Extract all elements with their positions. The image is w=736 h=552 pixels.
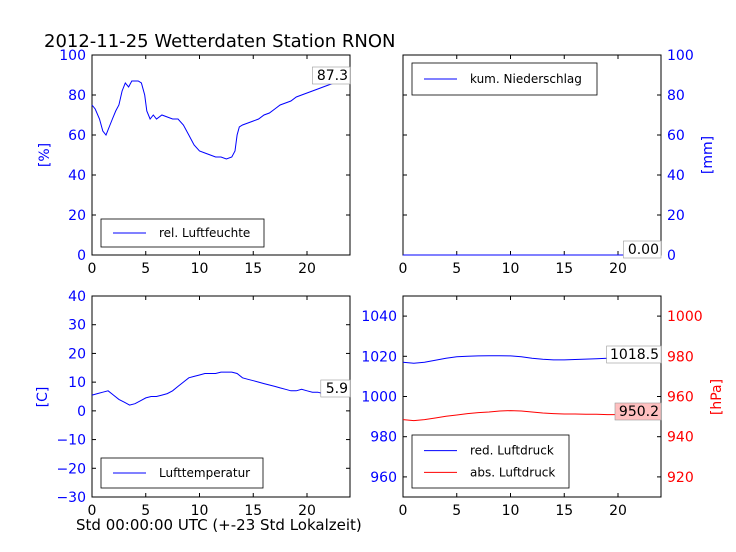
legend-label: rel. Luftfeuchte [159,226,250,240]
y-tick-label: 20 [68,208,86,224]
plot-frame-1 [91,54,351,256]
y-tick-label: 960 [667,390,694,406]
temperature-last-value-box [320,379,351,398]
y-tick-label: 100 [667,48,694,64]
y-tick-label: 20 [667,208,685,224]
temperature-line [91,371,351,406]
x-tick-label: 20 [609,261,627,277]
precipitation-last-value-box [623,240,662,259]
figure-title: 2012-11-25 Wetterdaten Station RNON [44,31,396,52]
x-tick-label: 15 [244,261,262,277]
y-tick-label: 1000 [361,390,397,406]
x-tick-label: 5 [141,503,150,519]
y-tick-label: 980 [370,430,397,446]
y-tick-label: 0 [667,248,676,264]
legend-label: abs. Luftdruck [470,465,555,479]
absolute-pressure-last-value: 950.2 [619,404,659,420]
y-tick-label: 940 [667,430,694,446]
temperature-last-value: 5.9 [326,381,348,397]
legend-label: red. Luftdruck [470,444,554,458]
y-tick-label: 60 [68,128,86,144]
reduced-pressure-last-value: 1018.5 [610,347,659,363]
y-tick-label: 40 [68,168,86,184]
y-tick-label: 0 [77,248,86,264]
x-tick-label: 10 [502,261,520,277]
x-tick-label: 15 [244,503,262,519]
y-tick-label: 1000 [667,309,703,325]
x-tick-label: 20 [298,261,316,277]
y-tick-label: 920 [667,470,694,486]
x-tick-label: 0 [88,503,97,519]
legend-label: kum. Niederschlag [470,72,582,86]
x-tick-label: 5 [452,261,461,277]
temperature-ylabel: [C] [35,387,51,408]
absolute-pressure-last-value-box [614,402,662,421]
x-tick-label: 10 [502,503,520,519]
x-tick-label: 5 [452,503,461,519]
y-tick-label: 0 [77,404,86,420]
x-tick-label: 10 [191,261,209,277]
y-tick-label: 20 [68,346,86,362]
y-tick-label: 40 [68,289,86,305]
y-tick-label: −20 [56,461,86,477]
precipitation-last-value: 0.00 [628,242,659,258]
x-tick-label: 10 [191,503,209,519]
x-tick-label: 15 [555,261,573,277]
y-tick-label: 1040 [361,309,397,325]
y-tick-label: 100 [59,48,86,64]
y-tick-label: 980 [667,349,694,365]
x-tick-label: 15 [555,503,573,519]
y-tick-label: −10 [56,433,86,449]
reduced-pressure-last-value-box [606,345,662,364]
x-tick-label: 0 [88,261,97,277]
x-tick-label: 20 [609,503,627,519]
x-tick-label: 0 [399,503,408,519]
pressure-legend [411,434,570,489]
precipitation-ylabel: [mm] [700,136,716,174]
x-tick-label: 5 [141,261,150,277]
y-tick-label: 1020 [361,349,397,365]
x-tick-label: 20 [298,503,316,519]
y-tick-label: 960 [370,470,397,486]
x-tick-label: 0 [399,261,408,277]
y-tick-label: −30 [56,490,86,506]
y-tick-label: 80 [667,88,685,104]
x-axis-caption: Std 00:00:00 UTC (+-23 Std Lokalzeit) [76,516,362,534]
legend-label: Lufttemperatur [159,466,250,480]
humidity-last-value: 87.3 [317,68,348,84]
y-tick-label: 40 [667,168,685,184]
humidity-last-value-box [312,66,351,85]
pressure-ylabel: [hPa] [709,379,725,415]
y-tick-label: 30 [68,318,86,334]
humidity-ylabel: [%] [37,143,53,167]
humidity-line [91,79,351,160]
y-tick-label: 10 [68,375,86,391]
y-tick-label: 80 [68,88,86,104]
y-tick-label: 60 [667,128,685,144]
